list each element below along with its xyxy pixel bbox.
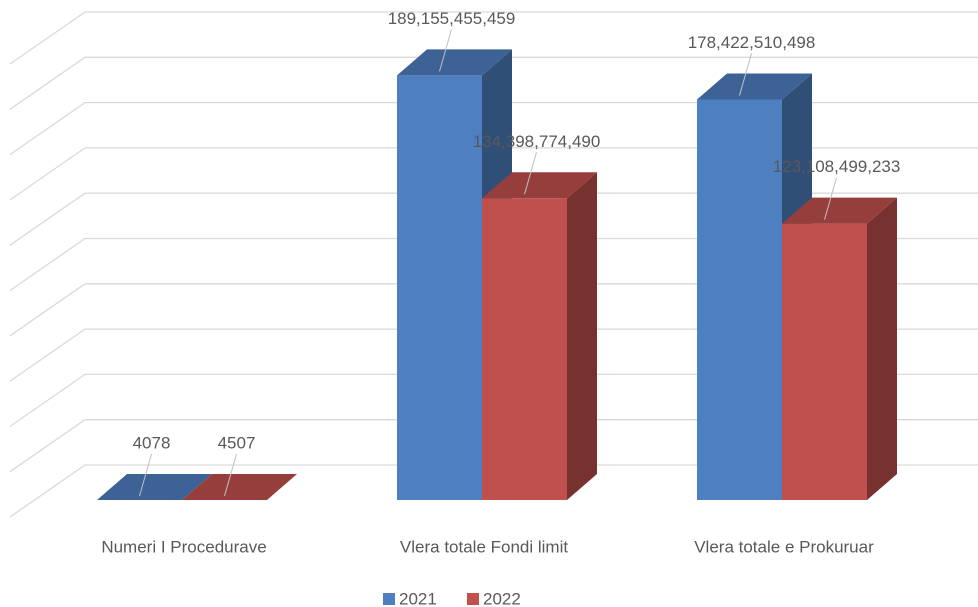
leader-line: [824, 177, 837, 220]
bar: [697, 99, 782, 500]
bar-top: [782, 197, 897, 224]
bar: [782, 223, 867, 501]
bar-top: [397, 49, 512, 76]
x-tick-label: Vlera totale Fondi limit: [400, 537, 568, 556]
data-label: 134,398,774,490: [473, 132, 601, 151]
data-label: 123,108,499,233: [773, 157, 901, 176]
leader-line: [139, 453, 152, 497]
leader-line: [739, 53, 752, 96]
bar-top: [97, 474, 212, 500]
data-label: 4078: [133, 433, 171, 452]
bar: [397, 75, 482, 500]
leader-line: [439, 29, 452, 72]
grid-line: [9, 56, 978, 110]
bar-top: [482, 172, 597, 199]
grid-line: [9, 101, 978, 156]
bar: [482, 198, 567, 500]
grid-line: [9, 237, 978, 292]
grid-line: [9, 373, 978, 427]
bar-side: [567, 172, 597, 500]
bar-side: [867, 197, 897, 501]
grid-line: [9, 11, 978, 65]
leader-line: [224, 453, 237, 497]
legend-label: 2022: [483, 589, 521, 607]
legend-swatch: [467, 593, 479, 605]
grid-line: [9, 283, 978, 337]
leader-line: [524, 152, 537, 195]
x-tick-label: Vlera totale e Prokuruar: [694, 537, 874, 556]
legend-swatch: [383, 593, 395, 605]
grid-line: [9, 328, 978, 382]
bar-top: [697, 73, 812, 100]
data-label: 189,155,455,459: [388, 9, 516, 28]
data-label: 4507: [218, 433, 256, 452]
grid-line: [9, 464, 978, 518]
grid-line: [9, 147, 978, 201]
x-tick-label: Numeri I Procedurave: [101, 537, 266, 556]
grid-line: [9, 192, 978, 246]
legend-label: 2021: [399, 589, 437, 607]
data-label: 178,422,510,498: [688, 33, 816, 52]
bar-top: [182, 474, 297, 500]
grid-line: [9, 419, 978, 473]
